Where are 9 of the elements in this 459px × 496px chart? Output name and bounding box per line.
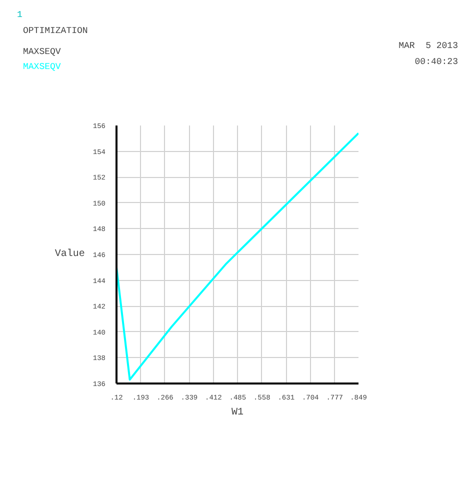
text: MAXSEQV (23, 61, 61, 74)
text: 00:40:23 (414, 56, 458, 69)
line-series (116, 132, 358, 381)
text: MAXSEQV (23, 46, 61, 59)
y-axis-title: Value (54, 248, 85, 260)
text: MAR 5 2013 (398, 40, 458, 53)
text: 1 (17, 9, 22, 22)
chart-title: OPTIMIZATION (23, 25, 88, 38)
x-axis-title: W1 (232, 408, 244, 418)
